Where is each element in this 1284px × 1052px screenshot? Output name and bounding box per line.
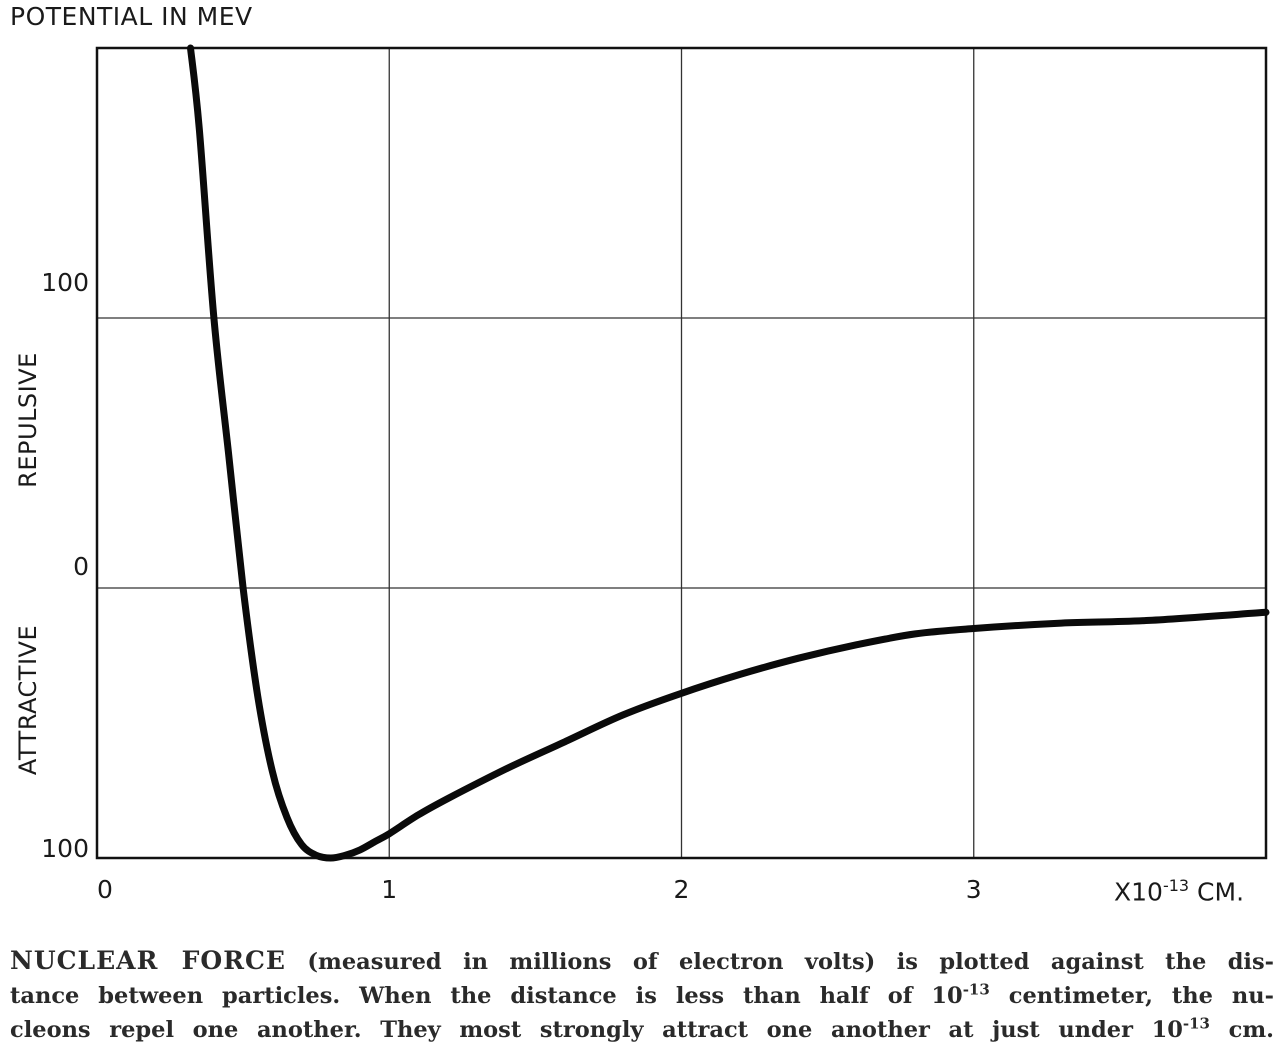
caption-line2-a: tance between particles. When the distan… <box>10 983 963 1009</box>
chart-area: 0 1 2 3 100 0 100 REPULSIVE ATTRACTIVE <box>14 44 1270 904</box>
grid <box>97 48 1266 858</box>
x-tick-1: 1 <box>381 875 397 904</box>
caption-line3-exp: -13 <box>1182 1014 1210 1033</box>
y-tick-100-bottom: 100 <box>41 834 89 863</box>
caption-line1-rest: (measured in millions of electron volts)… <box>307 949 1274 975</box>
x-units-exponent: -13 <box>1162 876 1190 895</box>
figure-caption: NUCLEAR FORCE (measured in millions of e… <box>10 944 1274 1047</box>
potential-curve <box>187 44 1270 862</box>
x-units-suffix: CM. <box>1197 877 1245 907</box>
x-axis-units: X10-13 CM. <box>1114 876 1244 906</box>
caption-line2-b: centimeter, the nu- <box>1008 983 1274 1009</box>
y-tick-0: 0 <box>73 552 89 581</box>
x-tick-2: 2 <box>674 875 690 904</box>
caption-line-1: NUCLEAR FORCE (measured in millions of e… <box>10 944 1274 979</box>
repulsive-label: REPULSIVE <box>14 352 42 488</box>
caption-line2-exp: -13 <box>962 980 990 999</box>
caption-lead: NUCLEAR FORCE <box>10 946 286 975</box>
caption-line3-a: cleons repel one another. They most stro… <box>10 1017 1183 1043</box>
y-tick-100-top: 100 <box>41 268 89 297</box>
caption-line3-b: cm. <box>1228 1017 1274 1043</box>
x-tick-labels: 0 1 2 3 <box>97 875 982 904</box>
x-units-prefix: X10 <box>1114 877 1163 907</box>
plot-frame <box>95 46 1268 860</box>
caption-line-2: tance between particles. When the distan… <box>10 979 1274 1013</box>
chart-title: POTENTIAL IN MEV <box>10 2 253 31</box>
x-tick-0: 0 <box>97 875 113 904</box>
x-tick-3: 3 <box>966 875 982 904</box>
caption-line-3: cleons repel one another. They most stro… <box>10 1013 1274 1047</box>
attractive-label: ATTRACTIVE <box>14 625 42 775</box>
